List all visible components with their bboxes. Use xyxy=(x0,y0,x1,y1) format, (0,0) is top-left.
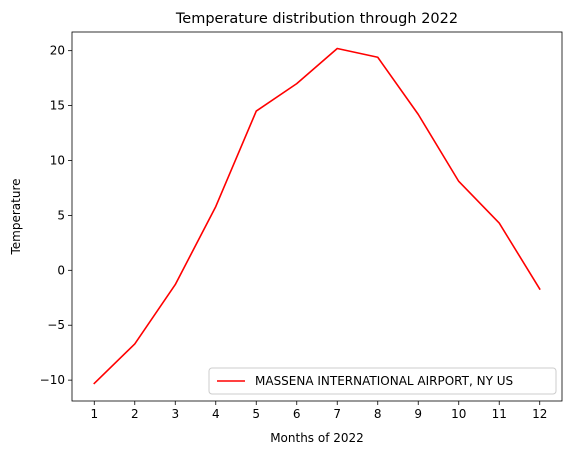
y-tick-label: 5 xyxy=(57,208,65,222)
x-tick-label: 2 xyxy=(131,407,139,421)
x-tick-label: 3 xyxy=(171,407,179,421)
series-line-0 xyxy=(93,47,541,385)
y-tick-label: −10 xyxy=(40,373,65,387)
x-tick-label: 7 xyxy=(333,407,341,421)
x-tick-label: 6 xyxy=(293,407,301,421)
x-axis-label: Months of 2022 xyxy=(270,431,364,445)
legend-label: MASSENA INTERNATIONAL AIRPORT, NY US xyxy=(255,374,513,388)
x-tick-label: 5 xyxy=(252,407,260,421)
x-tick-label: 8 xyxy=(374,407,382,421)
legend-box xyxy=(208,367,557,395)
y-tick-label: 10 xyxy=(50,153,65,167)
y-tick-label: 0 xyxy=(57,263,65,277)
x-tick-label: 11 xyxy=(492,407,507,421)
y-tick-label: 15 xyxy=(50,99,65,113)
x-tick-label: 4 xyxy=(212,407,220,421)
x-tick-label: 9 xyxy=(414,407,422,421)
y-tick-label: −5 xyxy=(47,318,65,332)
x-tick-label: 1 xyxy=(90,407,98,421)
chart-title: Temperature distribution through 2022 xyxy=(175,11,458,27)
y-tick-label: 20 xyxy=(50,44,65,58)
x-tick-label: 12 xyxy=(532,407,547,421)
y-axis-label: Temperature xyxy=(9,178,23,255)
legend: MASSENA INTERNATIONAL AIRPORT, NY US xyxy=(208,367,557,395)
x-tick-label: 10 xyxy=(451,407,466,421)
plot-frame xyxy=(71,31,563,402)
